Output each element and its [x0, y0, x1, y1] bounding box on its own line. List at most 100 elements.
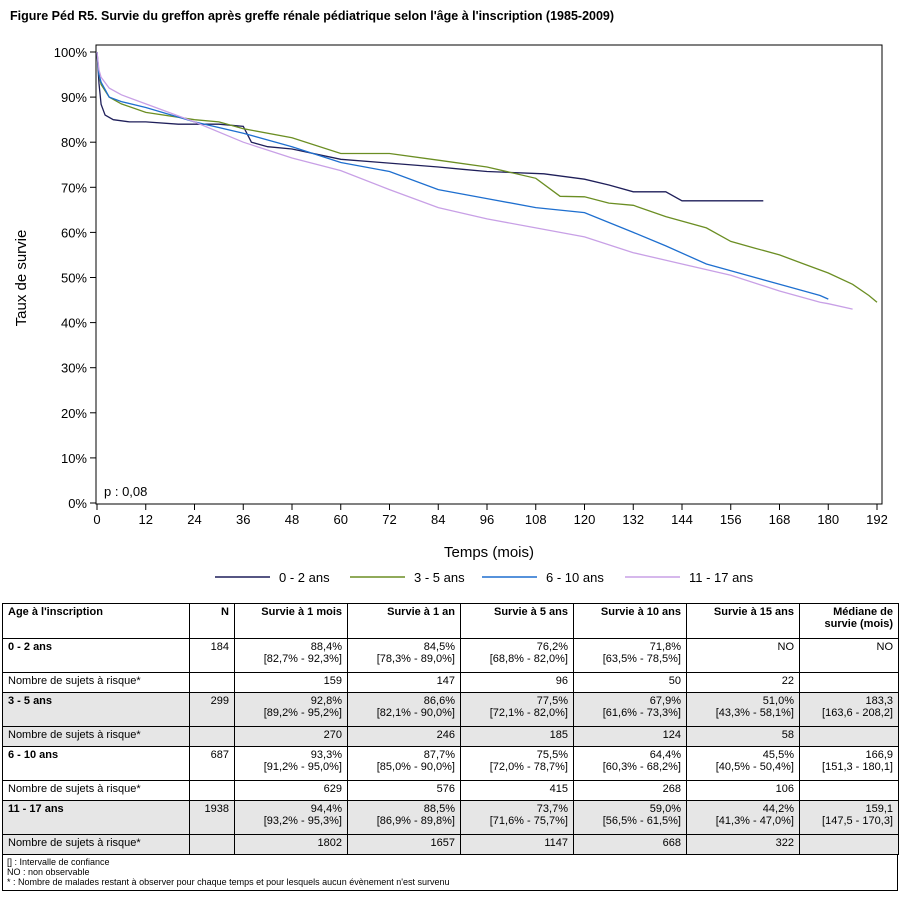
results-table-wrap: Age à l'inscription N Survie à 1 mois Su… — [2, 603, 899, 891]
at-risk-label: Nombre de sujets à risque* — [2, 726, 190, 747]
x-axis: 0 12 24 36 48 60 72 84 96 108 120 132 144 156 168 180 19… — [93, 503, 888, 527]
x-tick-label: 180 — [817, 512, 839, 527]
x-tick-label: 12 — [139, 512, 153, 527]
note-ci: [] : Intervalle de confiance — [7, 857, 110, 867]
survival-value: 92,8% — [310, 695, 342, 707]
y-axis-label: Taux de survie — [13, 230, 30, 327]
y-tick-label: 90% — [61, 90, 87, 105]
confidence-interval: [41,3% - 47,0%] — [715, 815, 794, 827]
legend-label-3: 6 - 10 ans — [546, 570, 604, 585]
at-risk-count — [799, 726, 899, 747]
confidence-interval: [86,9% - 89,8%] — [376, 815, 455, 827]
survival-value: 88,4% — [310, 641, 342, 653]
empty-cell — [189, 672, 235, 693]
y-tick-label: 50% — [61, 271, 87, 286]
survival-cell: 67,9% [61,6% - 73,3%] — [573, 692, 687, 727]
confidence-interval: [147,5 - 170,3] — [822, 815, 893, 827]
table-row: 11 - 17 ans 1938 94,4% [93,2% - 95,3%] 88,5%… — [2, 800, 899, 835]
survival-value: 59,0% — [649, 803, 681, 815]
at-risk-count: 629 — [234, 780, 348, 801]
confidence-interval: [91,2% - 95,0%] — [263, 761, 342, 773]
confidence-interval: [89,2% - 95,2%] — [263, 707, 342, 719]
at-risk-count: 1147 — [460, 834, 574, 855]
survival-value: NO — [777, 641, 795, 653]
at-risk-count: 322 — [686, 834, 800, 855]
empty-cell — [189, 726, 235, 747]
header-age: Age à l'inscription — [2, 603, 190, 639]
age-group-cell: 11 - 17 ans — [2, 800, 190, 835]
confidence-interval: [163,6 - 208,2] — [822, 707, 893, 719]
table-row: 3 - 5 ans 299 92,8% [89,2% - 95,2%] 86,6% [82… — [2, 692, 899, 727]
survival-cell: NO — [799, 638, 899, 673]
at-risk-count: 668 — [573, 834, 687, 855]
survival-value: 67,9% — [649, 695, 681, 707]
survival-value: 166,9 — [865, 749, 893, 761]
note-risk: * : Nombre de malades restant à observer… — [7, 877, 450, 887]
table-row: 6 - 10 ans 687 93,3% [91,2% - 95,0%] 87,7% [8… — [2, 746, 899, 781]
y-tick-label: 0% — [68, 496, 87, 511]
age-group-cell: 3 - 5 ans — [2, 692, 190, 727]
y-tick-label: 100% — [54, 45, 88, 60]
n-cell: 1938 — [189, 800, 235, 835]
survival-value: 51,0% — [762, 695, 794, 707]
survival-cell: 76,2% [68,8% - 82,0%] — [460, 638, 574, 673]
survival-cell: NO — [686, 638, 800, 673]
y-tick-label: 80% — [61, 135, 87, 150]
empty-cell — [189, 780, 235, 801]
age-group-cell: 0 - 2 ans — [2, 638, 190, 673]
at-risk-label: Nombre de sujets à risque* — [2, 780, 190, 801]
x-tick-label: 120 — [574, 512, 596, 527]
at-risk-count: 106 — [686, 780, 800, 801]
survival-cell: 92,8% [89,2% - 95,2%] — [234, 692, 348, 727]
at-risk-count: 1657 — [347, 834, 461, 855]
survival-cell: 71,8% [63,5% - 78,5%] — [573, 638, 687, 673]
survival-value: 159,1 — [865, 803, 893, 815]
confidence-interval: [72,0% - 78,7%] — [489, 761, 568, 773]
at-risk-label: Nombre de sujets à risque* — [2, 834, 190, 855]
results-table: Age à l'inscription N Survie à 1 mois Su… — [2, 603, 899, 855]
survival-cell: 73,7% [71,6% - 75,7%] — [460, 800, 574, 835]
at-risk-label: Nombre de sujets à risque* — [2, 672, 190, 693]
y-tick-label: 40% — [61, 316, 87, 331]
survival-cell: 183,3 [163,6 - 208,2] — [799, 692, 899, 727]
confidence-interval: [151,3 - 180,1] — [822, 761, 893, 773]
confidence-interval: [82,7% - 92,3%] — [263, 653, 342, 665]
x-tick-label: 132 — [622, 512, 644, 527]
survival-value: 64,4% — [649, 749, 681, 761]
series-line-1 — [96, 51, 764, 202]
x-tick-label: 24 — [187, 512, 201, 527]
survival-value: 77,5% — [536, 695, 568, 707]
survival-cell: 166,9 [151,3 - 180,1] — [799, 746, 899, 781]
survival-value: 94,4% — [310, 803, 342, 815]
n-cell: 184 — [189, 638, 235, 673]
survival-value: 44,2% — [762, 803, 794, 815]
figure-title: Figure Péd R5. Survie du greffon après g… — [10, 9, 615, 23]
survival-cell: 45,5% [40,5% - 50,4%] — [686, 746, 800, 781]
table-row-at-risk: Nombre de sujets à risque* 1802 1657 1147 66… — [2, 834, 899, 855]
survival-cell: 88,4% [82,7% - 92,3%] — [234, 638, 348, 673]
confidence-interval: [85,0% - 90,0%] — [376, 761, 455, 773]
survival-cell: 87,7% [85,0% - 90,0%] — [347, 746, 461, 781]
y-tick-label: 60% — [61, 225, 87, 240]
series-line-3 — [96, 51, 829, 300]
header-median: Médiane de survie (mois) — [799, 603, 899, 639]
plot-frame — [95, 44, 883, 505]
survival-cell: 93,3% [91,2% - 95,0%] — [234, 746, 348, 781]
x-tick-label: 0 — [93, 512, 100, 527]
x-tick-label: 72 — [382, 512, 396, 527]
legend-label-4: 11 - 17 ans — [689, 570, 754, 585]
survival-value: 76,2% — [536, 641, 568, 653]
legend-label-2: 3 - 5 ans — [414, 570, 465, 585]
x-tick-label: 168 — [769, 512, 791, 527]
at-risk-count: 185 — [460, 726, 574, 747]
x-tick-label: 60 — [334, 512, 348, 527]
header-n: N — [189, 603, 235, 639]
survival-cell: 51,0% [43,3% - 58,1%] — [686, 692, 800, 727]
at-risk-count: 246 — [347, 726, 461, 747]
legend: 0 - 2 ans 3 - 5 ans 6 - 10 ans 11 - 17 ans — [215, 570, 754, 585]
at-risk-count: 270 — [234, 726, 348, 747]
x-tick-label: 108 — [525, 512, 547, 527]
survival-value: 88,5% — [423, 803, 455, 815]
x-tick-label: 48 — [285, 512, 299, 527]
note-no: NO : non observable — [7, 867, 90, 877]
